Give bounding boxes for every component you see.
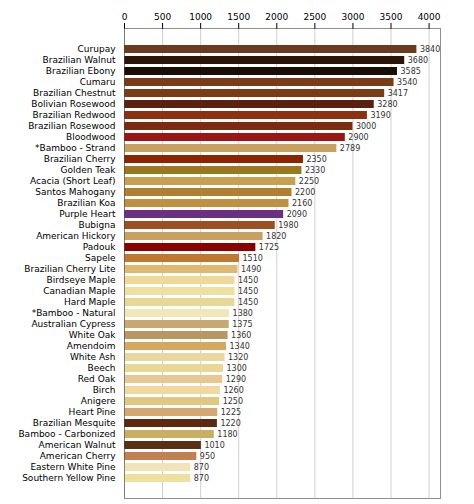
svg-text:1820: 1820 [266, 232, 286, 241]
svg-text:Brazilian Redwood: Brazilian Redwood [33, 110, 116, 120]
svg-text:White Oak: White Oak [69, 330, 117, 340]
svg-text:Brazilian Cherry Lite: Brazilian Cherry Lite [24, 264, 116, 274]
svg-text:2900: 2900 [348, 133, 368, 142]
svg-text:1450: 1450 [238, 276, 258, 285]
svg-text:1450: 1450 [238, 298, 258, 307]
svg-text:1360: 1360 [231, 331, 251, 340]
svg-text:Birdseye Maple: Birdseye Maple [47, 275, 116, 285]
svg-text:Curupay: Curupay [78, 44, 117, 54]
svg-text:1500: 1500 [227, 12, 250, 22]
svg-text:Brazilian Ebony: Brazilian Ebony [46, 66, 116, 76]
svg-text:870: 870 [194, 463, 209, 472]
svg-text:Bamboo - Carbonized: Bamboo - Carbonized [18, 429, 115, 439]
svg-text:950: 950 [200, 452, 215, 461]
svg-text:American Hickory: American Hickory [36, 231, 116, 241]
svg-text:Purple Heart: Purple Heart [59, 209, 116, 219]
svg-text:2200: 2200 [295, 188, 315, 197]
svg-text:2250: 2250 [299, 177, 319, 186]
svg-text:3190: 3190 [370, 111, 390, 120]
svg-text:3680: 3680 [408, 56, 428, 65]
svg-text:1450: 1450 [238, 287, 258, 296]
svg-text:3000: 3000 [341, 12, 364, 22]
svg-text:2160: 2160 [292, 199, 312, 208]
svg-text:2000: 2000 [265, 12, 288, 22]
svg-text:Bubigna: Bubigna [78, 220, 115, 230]
svg-text:Red Oak: Red Oak [78, 374, 117, 384]
svg-text:Brazilian Rosewood: Brazilian Rosewood [28, 121, 115, 131]
svg-text:1220: 1220 [220, 419, 240, 428]
svg-text:1375: 1375 [232, 320, 252, 329]
svg-text:1260: 1260 [223, 386, 243, 395]
svg-text:Santos Mahogany: Santos Mahogany [35, 187, 116, 197]
svg-text:2330: 2330 [305, 166, 325, 175]
svg-text:1300: 1300 [226, 364, 246, 373]
svg-text:1010: 1010 [204, 441, 224, 450]
svg-text:2350: 2350 [306, 155, 326, 164]
svg-text:Bloodwood: Bloodwood [66, 132, 116, 142]
svg-text:White Ash: White Ash [70, 352, 116, 362]
svg-text:1180: 1180 [217, 430, 237, 439]
svg-text:2090: 2090 [287, 210, 307, 219]
svg-text:Golden Teak: Golden Teak [60, 165, 116, 175]
svg-text:3500: 3500 [380, 12, 403, 22]
svg-text:Beech: Beech [88, 363, 116, 373]
svg-text:Eastern White Pine: Eastern White Pine [30, 462, 116, 472]
svg-text:1380: 1380 [233, 309, 253, 318]
svg-text:3000: 3000 [356, 122, 376, 131]
svg-text:Sapele: Sapele [85, 253, 116, 263]
svg-text:2789: 2789 [340, 144, 360, 153]
svg-text:*Bamboo - Natural: *Bamboo - Natural [32, 308, 116, 318]
svg-text:1225: 1225 [221, 408, 241, 417]
svg-text:Amendoim: Amendoim [67, 341, 116, 351]
svg-text:4000: 4000 [418, 12, 441, 22]
svg-text:Birch: Birch [93, 385, 116, 395]
svg-text:Brazilian Chestnut: Brazilian Chestnut [33, 88, 116, 98]
svg-text:American Cherry: American Cherry [40, 451, 116, 461]
svg-text:1320: 1320 [228, 353, 248, 362]
svg-text:Hard Maple: Hard Maple [64, 297, 116, 307]
svg-text:500: 500 [154, 12, 171, 22]
svg-text:1980: 1980 [278, 221, 298, 230]
svg-text:1340: 1340 [230, 342, 250, 351]
svg-text:Brazilian Mesquite: Brazilian Mesquite [33, 418, 116, 428]
svg-text:Anigere: Anigere [81, 396, 116, 406]
svg-text:0: 0 [122, 12, 128, 22]
svg-text:*Bamboo - Strand: *Bamboo - Strand [35, 143, 116, 153]
svg-text:1490: 1490 [241, 265, 261, 274]
svg-text:Brazilian Koa: Brazilian Koa [57, 198, 115, 208]
svg-text:3585: 3585 [400, 67, 420, 76]
svg-text:Australian Cypress: Australian Cypress [31, 319, 115, 329]
svg-text:Bolivian Rosewood: Bolivian Rosewood [31, 99, 115, 109]
svg-text:Cumaru: Cumaru [80, 77, 116, 87]
svg-text:3417: 3417 [388, 89, 408, 98]
svg-text:Brazilian Cherry: Brazilian Cherry [44, 154, 116, 164]
svg-text:870: 870 [194, 474, 209, 483]
svg-text:Padouk: Padouk [83, 242, 116, 252]
svg-text:1290: 1290 [226, 375, 246, 384]
svg-text:1250: 1250 [223, 397, 243, 406]
svg-text:1000: 1000 [189, 12, 212, 22]
svg-text:3280: 3280 [377, 100, 397, 109]
svg-text:2500: 2500 [303, 12, 326, 22]
svg-text:3840: 3840 [420, 45, 440, 54]
svg-text:Southern Yellow Pine: Southern Yellow Pine [22, 473, 116, 483]
svg-text:1510: 1510 [242, 254, 262, 263]
svg-text:Brazilian Walnut: Brazilian Walnut [43, 55, 116, 65]
svg-text:Acacia (Short Leaf): Acacia (Short Leaf) [30, 176, 115, 186]
svg-text:Heart Pine: Heart Pine [69, 407, 116, 417]
svg-text:1725: 1725 [259, 243, 279, 252]
svg-text:3540: 3540 [397, 78, 417, 87]
svg-text:American Walnut: American Walnut [39, 440, 116, 450]
svg-text:Canadian Maple: Canadian Maple [43, 286, 116, 296]
